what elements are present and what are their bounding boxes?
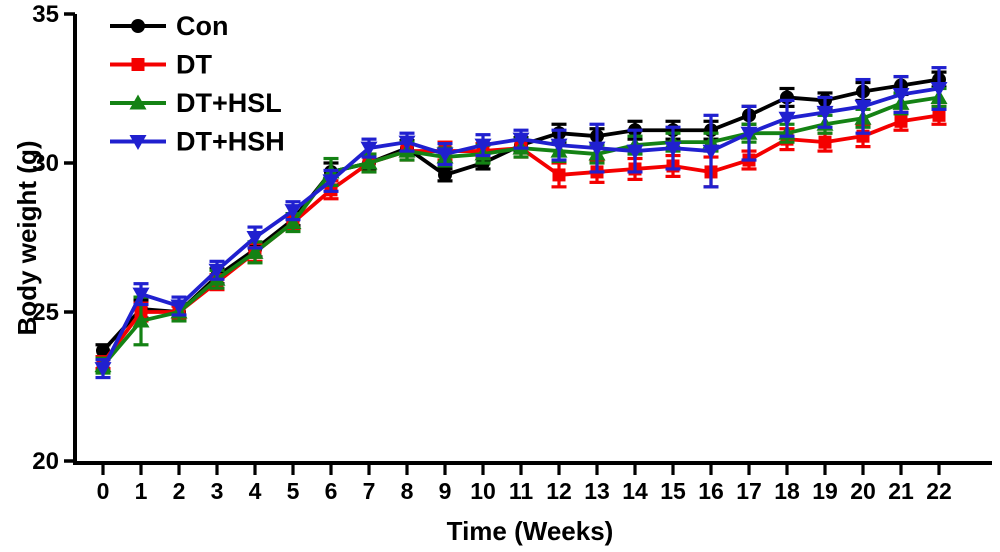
data-point-dt-hsh: [512, 132, 530, 148]
legend-item-dt: DT: [110, 50, 212, 80]
data-point-dt-hsl: [246, 243, 264, 259]
x-tick-label: 0: [97, 478, 110, 504]
x-tick-label: 13: [584, 478, 610, 504]
legend-label-dt: DT: [176, 50, 212, 80]
x-tick-label: 8: [401, 478, 414, 504]
x-tick-label: 3: [211, 478, 224, 504]
x-tick-label: 5: [287, 478, 300, 504]
data-point-dt-hsh: [816, 105, 834, 121]
data-point-dt-hsh: [208, 263, 226, 279]
data-point-dt-hsh: [550, 138, 568, 154]
x-tick-label: 1: [135, 478, 148, 504]
chart-legend: Con DT DT+HSL DT+HSH: [110, 11, 285, 157]
data-point-dt-hsh: [588, 141, 606, 157]
legend-marker-dt-hsl: [129, 94, 147, 110]
x-tick-label: 17: [736, 478, 762, 504]
x-tick-label: 18: [774, 478, 800, 504]
data-point-dt-hsh: [474, 138, 492, 154]
data-point-dt-hsh: [626, 144, 644, 160]
x-tick-label: 2: [173, 478, 186, 504]
data-point-dt-hsh: [360, 141, 378, 157]
legend-marker-dt-hsh: [129, 135, 147, 150]
x-axis-title: Time (Weeks): [447, 516, 614, 546]
data-point-dt-hsl: [132, 312, 150, 328]
data-point-dt-hsh: [778, 111, 796, 127]
x-tick-label: 4: [249, 478, 262, 504]
x-tick-label: 11: [509, 478, 534, 504]
legend-item-dt-hsh: DT+HSH: [110, 127, 285, 157]
series-line-con: [101, 77, 940, 353]
data-point-dt-hsl: [284, 214, 302, 230]
legend-label-dt-hsl: DT+HSL: [176, 88, 282, 118]
data-point-dt-hsh: [322, 174, 340, 190]
data-point-con: [96, 343, 110, 358]
y-tick-label: 20: [32, 448, 59, 475]
legend-label-con: Con: [176, 11, 228, 41]
legend-item-dt-hsl: DT+HSL: [110, 88, 282, 118]
data-point-dt: [932, 108, 946, 122]
data-point-dt-hsh: [398, 135, 416, 151]
x-tick-label: 20: [850, 478, 876, 504]
x-tick-label: 15: [660, 478, 686, 504]
data-point-dt-hsh: [740, 126, 758, 142]
data-point-dt-hsl: [360, 154, 378, 170]
data-point-dt-hsh: [170, 299, 188, 315]
x-tick-label: 7: [363, 478, 376, 504]
x-tick-label: 19: [812, 478, 838, 504]
y-axis-title: Body weight (g): [12, 141, 42, 336]
x-tick-label: 16: [698, 478, 724, 504]
legend-marker-con: [131, 19, 145, 33]
data-point-dt-hsh: [94, 362, 112, 378]
y-tick-label: 25: [32, 299, 59, 326]
y-tick-label: 35: [32, 1, 59, 28]
x-tick-label: 14: [622, 478, 648, 504]
data-point-dt-hsh: [892, 87, 910, 103]
data-point-dt-hsh: [246, 231, 264, 246]
data-point-dt-hsh: [664, 141, 682, 157]
data-point-dt-hsh: [930, 82, 948, 97]
x-tick-label: 6: [325, 478, 338, 504]
x-tick-label: 10: [470, 478, 496, 504]
data-point-dt-hsh: [854, 99, 872, 115]
data-point-con: [438, 167, 452, 182]
data-point-dt-hsh: [284, 204, 302, 220]
legend-marker-dt: [131, 58, 145, 71]
legend-label-dt-hsh: DT+HSH: [176, 127, 285, 157]
series-dt-hsh: [94, 66, 948, 380]
data-point-dt: [894, 114, 908, 128]
data-point-dt-hsh: [436, 147, 454, 163]
x-tick-label: 21: [888, 478, 914, 504]
x-tick-label: 12: [546, 478, 572, 504]
data-point-dt-hsh: [132, 287, 150, 303]
x-tick-label: 9: [439, 478, 452, 504]
y-tick-label: 30: [32, 150, 59, 177]
data-point-dt: [818, 135, 832, 149]
legend-item-con: Con: [110, 11, 228, 41]
data-point-dt-hsh: [702, 144, 720, 160]
data-point-dt: [552, 168, 566, 182]
x-tick-label: 22: [926, 478, 952, 504]
